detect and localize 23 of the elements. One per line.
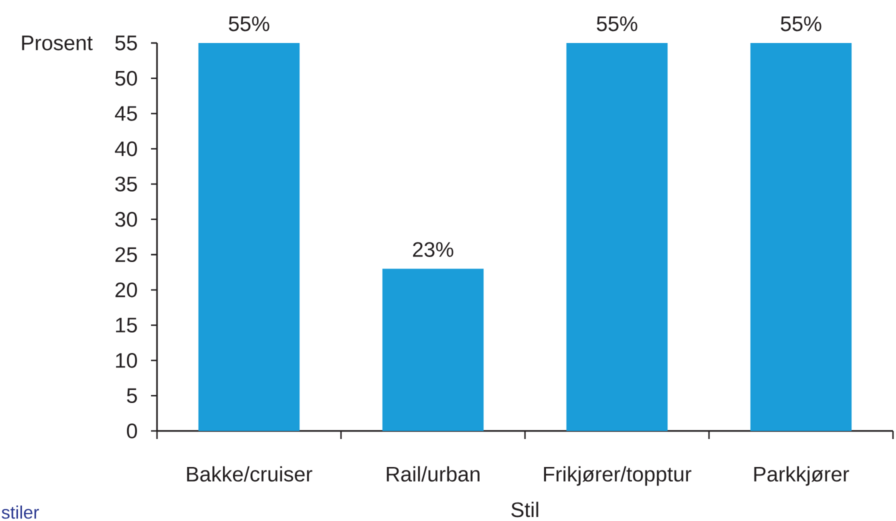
data-label: 55%	[228, 16, 270, 32]
x-tick-label: Parkkjører	[754, 466, 850, 486]
y-tick-label: 0	[126, 424, 137, 438]
y-tick-label: 45	[114, 106, 137, 121]
data-label: 23%	[413, 242, 454, 257]
y-tick-label: 50	[115, 70, 137, 86]
y-tick-label: 15	[116, 318, 137, 332]
x-tick-label: Rail/urban	[386, 466, 480, 482]
data-label: 55%	[780, 16, 822, 32]
y-tick-label: 30	[115, 212, 137, 227]
y-tick-label: 35	[115, 176, 137, 192]
y-tick-label: 40	[114, 141, 137, 156]
y-axis-title: Prosent	[22, 36, 93, 50]
y-tick-label: 55	[115, 36, 137, 50]
text: stiler	[2, 506, 39, 519]
x-axis-title: Stil	[511, 502, 538, 518]
y-tick-label: 10	[116, 353, 137, 368]
x-tick-label: Bakke/cruiser	[187, 466, 312, 482]
x-tick-label: Frikjører/topptur	[544, 466, 692, 486]
data-label: 55%	[596, 16, 638, 32]
y-tick-label: 25	[116, 247, 137, 262]
y-tick-label: 5	[126, 388, 137, 404]
y-tick-label: 20	[116, 282, 137, 298]
